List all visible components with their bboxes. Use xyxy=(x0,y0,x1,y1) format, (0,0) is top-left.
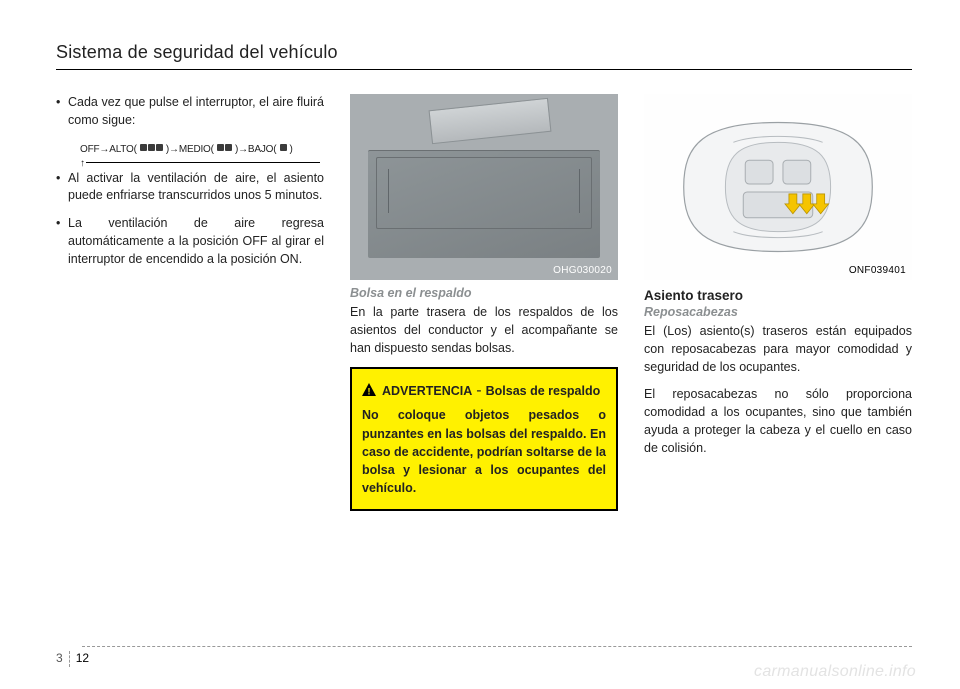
photo-code: OHG030020 xyxy=(553,265,612,276)
level-icon xyxy=(156,144,163,151)
flow-medio: MEDIO xyxy=(179,144,211,155)
level-icon xyxy=(217,144,224,151)
svg-text:!: ! xyxy=(368,387,371,397)
level-icon xyxy=(280,144,287,151)
bullet-item: La ventilación de aire regresa automátic… xyxy=(56,215,324,268)
page-number: 12 xyxy=(76,651,89,665)
bullet-item: Al activar la ventilación de aire, el as… xyxy=(56,170,324,206)
flow-bajo: BAJO xyxy=(248,144,273,155)
seatback-pocket-photo: OHG030020 xyxy=(350,94,618,280)
column-middle: OHG030020 Bolsa en el respaldo En la par… xyxy=(350,94,618,511)
section-number: 3 xyxy=(56,651,63,665)
bullet-text: Cada vez que pulse el interruptor, el ai… xyxy=(68,95,324,127)
rear-seat-heading: Asiento trasero xyxy=(644,288,912,303)
headrest-para-1: El (Los) asiento(s) traseros están equip… xyxy=(644,323,912,376)
warning-dash: - xyxy=(476,382,481,399)
column-right: ONF039401 Asiento trasero Reposacabezas … xyxy=(644,94,912,511)
page-header: Sistema de seguridad del vehículo xyxy=(56,42,912,70)
warning-body: No coloque objetos pesados o punzantes e… xyxy=(362,406,606,497)
footer-divider xyxy=(82,646,912,647)
subheading-pocket: Bolsa en el respaldo xyxy=(350,286,618,300)
diagram-code: ONF039401 xyxy=(849,265,906,276)
bullet-item: Cada vez que pulse el interruptor, el ai… xyxy=(56,94,324,158)
warning-title: ! ADVERTENCIA-Bolsas de respaldo xyxy=(362,379,606,402)
headrest-para-2: El reposacabezas no sólo proporciona com… xyxy=(644,386,912,457)
headrest-subheading: Reposacabezas xyxy=(644,305,912,319)
warning-triangle-icon: ! xyxy=(362,383,376,396)
footer-separator xyxy=(69,651,70,667)
level-icon xyxy=(140,144,147,151)
flow-line: OFF→ALTO( )→MEDIO( )→BAJO( ) xyxy=(80,144,293,155)
warning-subject: Bolsas de respaldo xyxy=(486,384,601,398)
warning-label: ADVERTENCIA xyxy=(382,384,472,398)
pocket-paragraph: En la parte trasera de los respaldos de … xyxy=(350,304,618,357)
content-columns: Cada vez que pulse el interruptor, el ai… xyxy=(56,94,912,511)
pocket-flap xyxy=(429,98,552,144)
watermark-text: carmanualsonline.info xyxy=(754,663,916,681)
car-top-view-icon xyxy=(644,94,912,280)
bullet-list: Cada vez que pulse el interruptor, el ai… xyxy=(56,94,324,268)
manual-page: Sistema de seguridad del vehículo Cada v… xyxy=(0,0,960,689)
seat-pocket xyxy=(368,150,600,258)
airflow-sequence: OFF→ALTO( )→MEDIO( )→BAJO( ) ↑ xyxy=(80,142,324,158)
level-icon xyxy=(225,144,232,151)
warning-box: ! ADVERTENCIA-Bolsas de respaldo No coloq… xyxy=(350,367,618,511)
flow-off: OFF xyxy=(80,144,99,155)
flow-alto: ALTO xyxy=(109,144,133,155)
rear-seat-diagram: ONF039401 xyxy=(644,94,912,280)
column-left: Cada vez que pulse el interruptor, el ai… xyxy=(56,94,324,511)
level-icon xyxy=(148,144,155,151)
